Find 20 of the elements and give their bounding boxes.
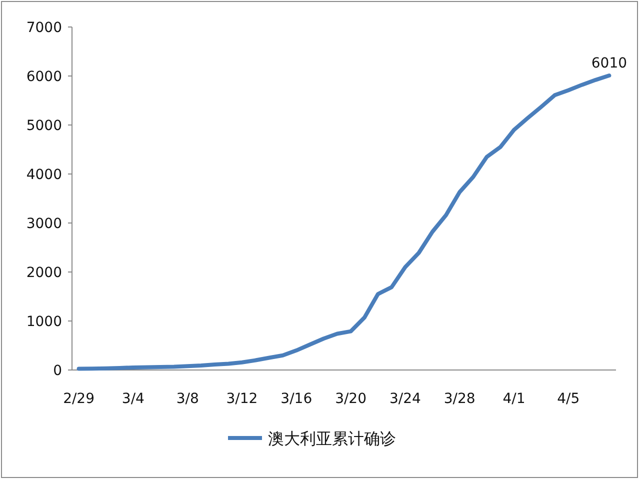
x-tick-label: 4/1 <box>502 391 526 407</box>
y-tick-label: 4000 <box>26 167 62 183</box>
x-tick-label: 3/28 <box>444 391 476 407</box>
y-tick-label: 2000 <box>26 265 62 281</box>
x-tick-label: 2/29 <box>63 391 95 407</box>
data-label: 6010 <box>591 56 628 72</box>
x-tick-label: 3/8 <box>176 391 199 407</box>
y-tick-label: 1000 <box>26 314 62 330</box>
x-tick-label: 3/24 <box>389 391 422 407</box>
x-tick-label: 3/12 <box>226 391 258 407</box>
y-tick-label: 3000 <box>26 216 62 232</box>
legend-label: 澳大利亚累计确诊 <box>268 429 396 448</box>
y-tick-label: 6000 <box>26 69 62 85</box>
x-tick-label: 3/4 <box>122 391 145 407</box>
y-tick-label: 7000 <box>26 20 62 36</box>
x-tick-label: 3/16 <box>280 391 312 407</box>
y-tick-label: 5000 <box>26 118 62 134</box>
x-tick-label: 3/20 <box>335 391 367 407</box>
x-tick-label: 4/5 <box>557 391 580 407</box>
y-tick-label: 0 <box>53 363 62 379</box>
